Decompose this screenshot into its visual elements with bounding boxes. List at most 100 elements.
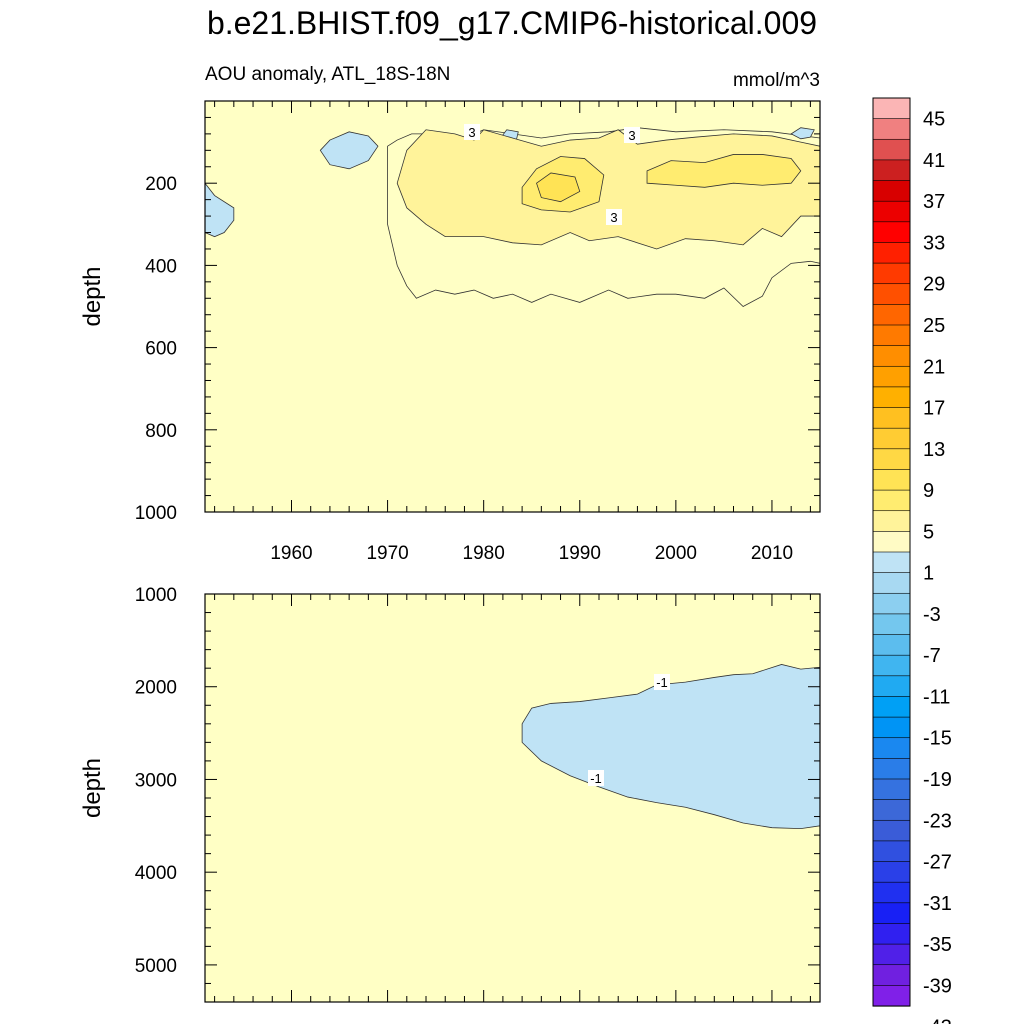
svg-text:3: 3 xyxy=(468,125,475,140)
svg-text:-1: -1 xyxy=(656,675,668,690)
colorbar-swatch xyxy=(872,200,911,223)
colorbar-swatch xyxy=(872,881,911,904)
contour-label: -1 xyxy=(654,674,670,690)
colorbar-swatch xyxy=(872,572,911,594)
colorbar-swatch xyxy=(872,118,911,140)
y-axis-label: depth xyxy=(79,758,106,818)
x-tick-label: 2010 xyxy=(751,543,793,564)
plot-frame xyxy=(204,100,821,513)
y-tick-label: 5000 xyxy=(135,956,177,977)
colorbar-label: -39 xyxy=(923,975,952,997)
colorbar-swatch xyxy=(872,943,911,966)
colorbar-swatch xyxy=(872,696,911,718)
colorbar-swatch xyxy=(872,531,911,553)
colorbar-swatch xyxy=(872,304,911,326)
colorbar-swatch xyxy=(872,427,911,450)
colorbar-swatch xyxy=(872,675,911,698)
colorbar-swatch xyxy=(872,634,911,656)
y-tick-label: 600 xyxy=(145,339,177,360)
colorbar-label: 21 xyxy=(923,356,945,378)
colorbar-swatch xyxy=(872,758,911,780)
y-axis-label: depth xyxy=(79,266,106,326)
contour-label: 3 xyxy=(606,209,622,225)
colorbar-swatch xyxy=(872,242,911,264)
colorbar-swatch xyxy=(872,407,911,429)
lower-panel: 1000 2000 3000 4000 5000 depth -1 -1 xyxy=(79,585,821,1003)
colorbar-swatch xyxy=(872,159,911,182)
colorbar-label: 29 xyxy=(923,274,945,296)
colorbar-label: -31 xyxy=(923,893,952,915)
colorbar-swatch xyxy=(872,97,911,120)
colorbar-swatch xyxy=(872,819,911,842)
svg-text:-1: -1 xyxy=(590,771,602,786)
x-tick-label: 1980 xyxy=(463,543,505,564)
colorbar-label: 9 xyxy=(923,480,934,502)
colorbar-label: -7 xyxy=(923,645,941,667)
colorbar-swatch xyxy=(872,489,911,512)
colorbar-label: -35 xyxy=(923,934,952,956)
colorbar-swatch xyxy=(872,654,911,677)
colorbar-swatch xyxy=(872,592,911,615)
y-tick-label: 400 xyxy=(145,256,177,277)
x-tick-label: 1970 xyxy=(366,543,408,564)
contour-region-3 xyxy=(396,129,820,250)
colorbar-label: -43 xyxy=(923,1017,952,1024)
colorbar-swatch xyxy=(872,324,911,347)
colorbar-swatch xyxy=(872,345,911,367)
colorbar: 45 41 37 33 29 25 21 17 13 9 5 1 -3 -7 -11 -15 -19 -23 -27… xyxy=(872,97,952,1024)
colorbar-swatch xyxy=(872,737,911,759)
x-tick-label: 1990 xyxy=(559,543,601,564)
colorbar-swatch xyxy=(872,469,911,491)
contour-label: 3 xyxy=(624,127,640,143)
colorbar-swatch xyxy=(872,902,911,925)
colorbar-label: -11 xyxy=(923,686,950,708)
colorbar-label: 37 xyxy=(923,191,945,213)
colorbar-swatch xyxy=(872,510,911,532)
subtitle-left: AOU anomaly, ATL_18S-18N xyxy=(205,64,450,85)
colorbar-swatch xyxy=(872,365,911,388)
y-tick-label: 2000 xyxy=(135,678,177,699)
colorbar-label: -15 xyxy=(923,728,952,750)
y-tick-label: 200 xyxy=(145,174,177,195)
colorbar-label: 5 xyxy=(923,521,934,543)
colorbar-label: 25 xyxy=(923,315,945,337)
colorbar-label: -3 xyxy=(923,604,941,626)
colorbar-label: 17 xyxy=(923,398,945,420)
colorbar-swatch xyxy=(872,386,911,409)
x-tick-label: 2000 xyxy=(655,543,697,564)
colorbar-label: 41 xyxy=(923,150,945,172)
contour-label: 3 xyxy=(464,124,480,140)
colorbar-swatch xyxy=(872,923,911,945)
colorbar-frame xyxy=(872,97,911,1007)
colorbar-swatch xyxy=(872,180,911,202)
colorbar-label: -19 xyxy=(923,769,952,791)
colorbar-label: -27 xyxy=(923,852,952,874)
contour-region-7 xyxy=(536,172,581,203)
contour-region--3 xyxy=(319,131,379,170)
colorbar-swatch xyxy=(872,138,911,161)
colorbar-swatch xyxy=(872,778,911,801)
colorbar-swatch xyxy=(872,964,911,986)
contour-region--3 xyxy=(205,182,235,238)
colorbar-swatch xyxy=(872,551,911,574)
colorbar-label: 1 xyxy=(923,563,934,585)
subtitle-right: mmol/m^3 xyxy=(733,70,820,91)
colorbar-swatch xyxy=(872,840,911,863)
svg-text:3: 3 xyxy=(610,210,617,225)
colorbar-swatch xyxy=(872,613,911,636)
contour-region--3 xyxy=(790,127,815,140)
y-tick-label: 3000 xyxy=(135,770,177,791)
colorbar-label: -23 xyxy=(923,810,952,832)
chart-title: b.e21.BHIST.f09_g17.CMIP6-historical.009 xyxy=(207,5,817,41)
colorbar-swatch xyxy=(872,448,911,471)
colorbar-swatch xyxy=(872,799,911,821)
colorbar-swatch xyxy=(872,262,911,285)
colorbar-swatch xyxy=(872,716,911,739)
x-tick-label: 1960 xyxy=(270,543,312,564)
y-tick-label: 800 xyxy=(145,421,177,442)
colorbar-swatch xyxy=(872,985,911,1007)
colorbar-label: 33 xyxy=(923,232,945,254)
colorbar-label: 45 xyxy=(923,109,945,131)
colorbar-swatch xyxy=(872,283,911,305)
